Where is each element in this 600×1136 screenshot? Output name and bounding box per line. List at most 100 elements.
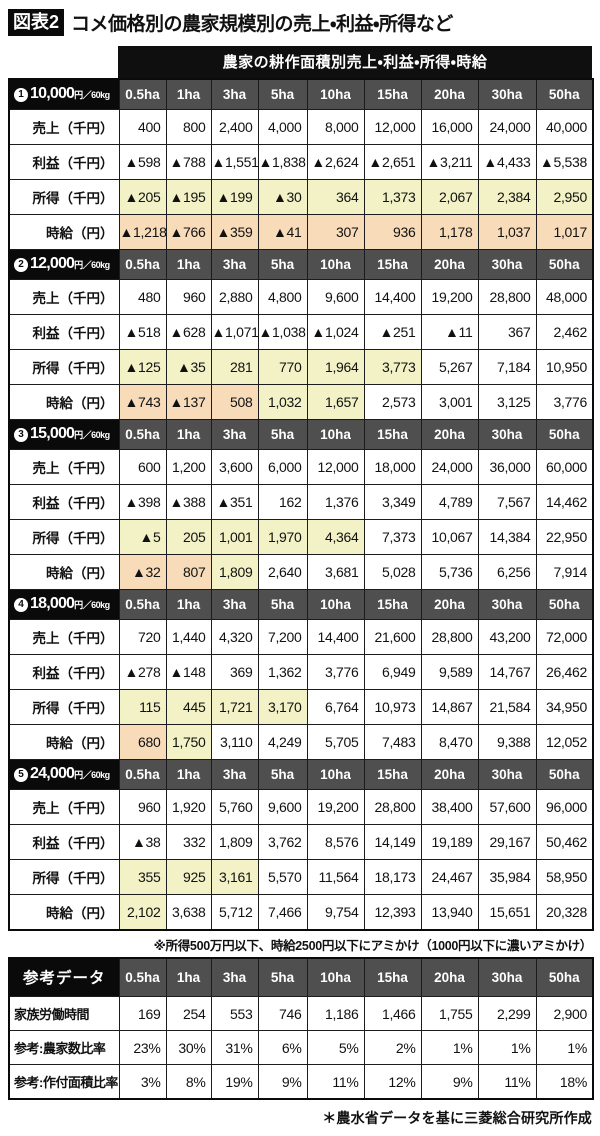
table-row: 時給（円） 680 1,750 3,110 4,249 5,705 7,483 8,470 9,… [8, 724, 594, 760]
data-cell: 20,328 [535, 894, 594, 931]
table-row: 売上（千円） 600 1,200 3,600 6,000 12,000 18,000 24,0… [8, 449, 594, 485]
data-cell: 40,000 [535, 109, 594, 145]
column-header: 20ha [420, 419, 479, 450]
row-label: 利益（千円） [8, 144, 120, 180]
column-header: 0.5ha [118, 249, 167, 280]
data-cell: 4,800 [257, 279, 308, 315]
data-cell: 3,349 [363, 484, 422, 520]
data-cell: 3,600 [210, 449, 259, 485]
data-cell: 15,651 [477, 894, 537, 931]
column-header: 15ha [363, 957, 422, 997]
data-cell: 12% [363, 1064, 422, 1100]
row-label: 参考:農家数比率 [8, 1030, 120, 1065]
data-cell: 57,600 [477, 789, 537, 825]
data-cell: 6% [257, 1030, 308, 1065]
row-label: 利益（千円） [8, 654, 120, 690]
figure-title: 図表2 コメ価格別の農家規模別の売上・利益・所得など [8, 9, 592, 36]
column-header: 10ha [306, 78, 365, 110]
data-cell: ▲351 [210, 484, 259, 520]
data-cell: 19% [210, 1064, 259, 1100]
data-cell: 5,736 [420, 554, 479, 590]
data-cell: 5,705 [306, 724, 365, 760]
data-cell: 2,573 [363, 384, 422, 420]
row-label: 所得（千円） [8, 349, 120, 385]
column-header: 0.5ha [118, 759, 167, 790]
data-cell: ▲199 [210, 179, 259, 215]
data-cell: 355 [118, 859, 167, 895]
source-credit: ＊農水省データを基に三菱総合研究所作成 [322, 1110, 592, 1126]
data-cell: 281 [210, 349, 259, 385]
column-header: 30ha [477, 78, 537, 110]
table-row: 家族労働時間 169 254 553 746 1,186 1,466 1,755 2,299 2,… [8, 996, 594, 1031]
column-header: 0.5ha [118, 957, 167, 997]
column-header: 15ha [363, 419, 422, 450]
data-cell: 1,001 [210, 519, 259, 555]
table-row: 時給（円） ▲1,218 ▲766 ▲359 ▲41 307 936 1,178 1,037 1,… [8, 214, 594, 250]
data-cell: 18,173 [363, 859, 422, 895]
data-cell: 48,000 [535, 279, 594, 315]
table-row: 売上（千円） 960 1,920 5,760 9,600 19,200 28,800 38,4… [8, 789, 594, 825]
column-header: 0.5ha [118, 78, 167, 110]
header-row: 4 18,000円／60kg 0.5ha 1ha 3ha 5ha 10ha 15ha 20ha 3… [8, 589, 594, 620]
data-cell: 13,940 [420, 894, 479, 931]
data-cell: 367 [477, 314, 537, 350]
data-cell: ▲518 [118, 314, 167, 350]
data-cell: ▲598 [118, 144, 167, 180]
data-cell: 807 [165, 554, 212, 590]
data-cell: 2,102 [118, 894, 167, 931]
data-cell: 1,362 [257, 654, 308, 690]
data-cell: 307 [306, 214, 365, 250]
data-cell: 1% [535, 1030, 594, 1065]
data-cell: 4,364 [306, 519, 365, 555]
data-cell: 60,000 [535, 449, 594, 485]
data-cell: 3,001 [420, 384, 479, 420]
data-cell: 2,400 [210, 109, 259, 145]
data-cell: 3,161 [210, 859, 259, 895]
data-cell: 12,393 [363, 894, 422, 931]
table-spanning-header: 農家の耕作面積別売上・利益・所得・時給 [118, 46, 592, 78]
row-label: 家族労働時間 [8, 996, 120, 1031]
data-cell: 7,373 [363, 519, 422, 555]
data-cell: 800 [165, 109, 212, 145]
data-cell: 1,440 [165, 619, 212, 655]
data-cell: 1,809 [210, 554, 259, 590]
data-cell: 4,249 [257, 724, 308, 760]
page-title: コメ価格別の農家規模別の売上・利益・所得など [71, 14, 453, 35]
data-cell: 162 [257, 484, 308, 520]
data-cell: 14,400 [306, 619, 365, 655]
column-header: 50ha [535, 957, 594, 997]
column-header: 15ha [363, 78, 422, 110]
data-cell: 34,950 [535, 689, 594, 725]
data-cell: 8,576 [306, 824, 365, 860]
column-header: 5ha [257, 249, 308, 280]
data-cell: ▲1,038 [257, 314, 308, 350]
data-cell: 5,760 [210, 789, 259, 825]
column-header: 3ha [210, 419, 259, 450]
data-cell: 445 [165, 689, 212, 725]
data-cell: 1,037 [477, 214, 537, 250]
section-price-unit: 円／60kg [74, 260, 110, 270]
column-header: 20ha [420, 589, 479, 620]
section-price-cell: 3 15,000円／60kg [8, 419, 120, 450]
data-cell: 1,657 [306, 384, 365, 420]
data-cell: 2,384 [477, 179, 537, 215]
row-label: 所得（千円） [8, 519, 120, 555]
data-cell: 19,189 [420, 824, 479, 860]
data-cell: 18% [535, 1064, 594, 1100]
column-header: 3ha [210, 249, 259, 280]
row-label: 売上（千円） [8, 789, 120, 825]
table-row: 参考:農家数比率 23% 30% 31% 6% 5% 2% 1% 1% 1% [8, 1030, 594, 1065]
data-cell: 22,950 [535, 519, 594, 555]
data-cell: ▲137 [165, 384, 212, 420]
data-cell: 14,400 [363, 279, 422, 315]
data-cell: 1,032 [257, 384, 308, 420]
data-cell: 35,984 [477, 859, 537, 895]
data-cell: 5,570 [257, 859, 308, 895]
section-number-badge: 2 [14, 258, 28, 272]
header-row: 2 12,000円／60kg 0.5ha 1ha 3ha 5ha 10ha 15ha 20ha 3… [8, 249, 594, 280]
data-cell: 11% [306, 1064, 365, 1100]
data-cell: 14,384 [477, 519, 537, 555]
data-cell: 3,776 [306, 654, 365, 690]
table-row: 参考:作付面積比率 3% 8% 19% 9% 11% 12% 9% 11% 18% [8, 1064, 594, 1100]
data-cell: ▲1,551 [210, 144, 259, 180]
